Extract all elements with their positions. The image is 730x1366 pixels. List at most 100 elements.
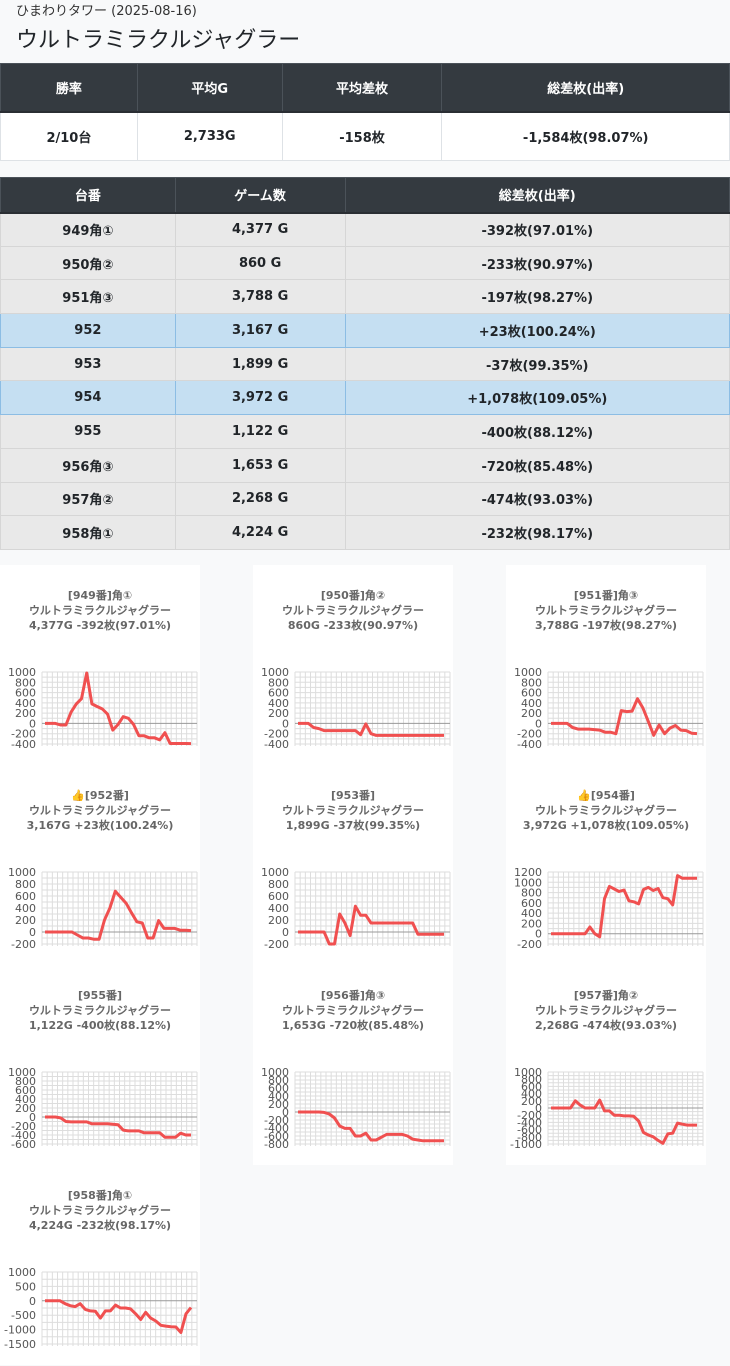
y-tick-label: 600	[15, 890, 36, 903]
chart-title-line: ウルトラミラクルジャグラー	[506, 1003, 706, 1018]
chart-card: [958番]角① ウルトラミラクルジャグラー 4,224G -232枚(98.17%…	[0, 1165, 200, 1365]
y-tick-label: 1000	[8, 1266, 36, 1279]
table-row[interactable]: 958角① 4,224 G -232枚(98.17%)	[0, 515, 730, 550]
chart-title-line: 3,972G +1,078枚(109.05%)	[506, 818, 706, 833]
cell-diff: -720枚(85.48%)	[344, 447, 730, 483]
table-row[interactable]: 954 3,972 G +1,078枚(109.05%)	[0, 380, 730, 416]
y-tick-label: -800	[264, 1138, 289, 1151]
y-tick-label: 0	[282, 717, 289, 730]
summary-total-diff: -1,584枚(98.07%)	[441, 111, 730, 161]
chart-title-text: ウルトラミラクルジャグラー	[534, 804, 678, 817]
cell-games: 1,122 G	[174, 414, 346, 449]
chart-card: [955番] ウルトラミラクルジャグラー 1,122G -400枚(88.12%) 1…	[0, 965, 200, 1165]
cell-no: 956角③	[0, 447, 176, 483]
summary-header-avg-diff: 平均差枚	[281, 63, 443, 113]
table-row[interactable]: 957角② 2,268 G -474枚(93.03%)	[0, 481, 730, 517]
y-tick-label: -600	[11, 1138, 36, 1151]
y-tick-label: -1500	[4, 1338, 36, 1351]
chart-title-line: 👍[954番]	[506, 788, 706, 803]
chart-title: [955番] ウルトラミラクルジャグラー 1,122G -400枚(88.12%)	[0, 988, 200, 1033]
chart-title-line: [956番]角③	[253, 988, 453, 1003]
chart-title-text: ウルトラミラクルジャグラー	[534, 604, 678, 617]
chart-title-line: 1,122G -400枚(88.12%)	[0, 1018, 200, 1033]
y-tick-label: 1000	[514, 666, 542, 679]
table-row[interactable]: 955 1,122 G -400枚(88.12%)	[0, 414, 730, 449]
cell-no: 954	[0, 380, 176, 416]
y-tick-label: 0	[535, 1102, 542, 1115]
y-tick-label: 600	[521, 1080, 542, 1093]
y-tick-label: 200	[15, 914, 36, 927]
series-line	[298, 904, 444, 946]
chart-title-line: [958番]角①	[0, 1188, 200, 1203]
table-row[interactable]: 950角② 860 G -233枚(90.97%)	[0, 245, 730, 281]
y-tick-label: 200	[15, 1102, 36, 1115]
y-tick-label: -400	[264, 1122, 289, 1135]
y-tick-label: 800	[15, 878, 36, 891]
series-line	[551, 874, 697, 939]
chart-title-text: 3,972G +1,078枚(109.05%)	[522, 819, 690, 832]
cell-diff: -233枚(90.97%)	[344, 245, 730, 281]
cell-diff: -37枚(99.35%)	[344, 346, 730, 382]
chart-title-text: 1,122G -400枚(88.12%)	[28, 1019, 172, 1032]
store-date-label: ひまわりタワー (2025-08-16)	[16, 4, 197, 19]
y-tick-label: 200	[268, 914, 289, 927]
y-tick-label: 800	[268, 676, 289, 689]
chart-title-text: 4,224G -232枚(98.17%)	[28, 1219, 172, 1232]
chart-title: 👍[954番] ウルトラミラクルジャグラー 3,972G +1,078枚(109.0…	[506, 788, 706, 833]
y-tick-label: 400	[15, 902, 36, 915]
detail-header-games: ゲーム数	[174, 177, 346, 214]
y-tick-label: 400	[268, 697, 289, 710]
y-tick-label: 200	[521, 707, 542, 720]
table-row[interactable]: 951角③ 3,788 G -197枚(98.27%)	[0, 279, 730, 315]
y-tick-label: -200	[517, 1109, 542, 1122]
chart-card: [956番]角③ ウルトラミラクルジャグラー 1,653G -720枚(85.48%…	[253, 965, 453, 1165]
cell-games: 2,268 G	[174, 481, 346, 517]
y-tick-label: 400	[521, 907, 542, 920]
chart-title-line: ウルトラミラクルジャグラー	[0, 803, 200, 818]
chart-card: [951番]角③ ウルトラミラクルジャグラー 3,788G -197枚(98.27%…	[506, 565, 706, 765]
chart-title: 👍[952番] ウルトラミラクルジャグラー 3,167G +23枚(100.24%)	[0, 788, 200, 833]
table-row[interactable]: 956角③ 1,653 G -720枚(85.48%)	[0, 447, 730, 483]
chart-title-text: ウルトラミラクルジャグラー	[28, 804, 172, 817]
y-tick-label: 800	[268, 1074, 289, 1087]
chart-title-text: ウルトラミラクルジャグラー	[28, 1004, 172, 1017]
y-tick-label: 1000	[261, 1066, 289, 1079]
chart-title: [951番]角③ ウルトラミラクルジャグラー 3,788G -197枚(98.27%…	[506, 588, 706, 633]
chart-title-text: ウルトラミラクルジャグラー	[281, 804, 425, 817]
page-title: ウルトラミラクルジャグラー	[16, 28, 301, 53]
chart-title-line: [950番]角②	[253, 588, 453, 603]
table-row[interactable]: 949角① 4,377 G -392枚(97.01%)	[0, 212, 730, 247]
chart-title-line: 4,224G -232枚(98.17%)	[0, 1218, 200, 1233]
chart-title-line: [949番]角①	[0, 588, 200, 603]
detail-header-machine-no: 台番	[0, 177, 176, 214]
summary-header-win-rate: 勝率	[0, 63, 138, 113]
summary-header-avg-games: 平均G	[136, 63, 283, 113]
table-row[interactable]: 953 1,899 G -37枚(99.35%)	[0, 346, 730, 382]
y-tick-label: -400	[517, 738, 542, 751]
cell-no: 952	[0, 313, 176, 348]
y-tick-label: 800	[521, 676, 542, 689]
cell-no: 953	[0, 346, 176, 382]
chart-title-text: [950番]角②	[320, 589, 386, 602]
y-tick-label: 600	[268, 890, 289, 903]
cell-games: 860 G	[174, 245, 346, 281]
table-row[interactable]: 952 3,167 G +23枚(100.24%)	[0, 313, 730, 348]
chart-title-line: ウルトラミラクルジャグラー	[253, 603, 453, 618]
chart-title-line: ウルトラミラクルジャグラー	[0, 1003, 200, 1018]
cell-no: 958角①	[0, 515, 176, 550]
y-tick-label: 400	[521, 1088, 542, 1101]
chart-title-text: ウルトラミラクルジャグラー	[28, 1204, 172, 1217]
machine-table: 台番 ゲーム数 総差枚(出率) 949角① 4,377 G -392枚(97.01%…	[0, 177, 730, 550]
chart-title-text: 3,788G -197枚(98.27%)	[534, 619, 678, 632]
cell-games: 3,167 G	[174, 313, 346, 348]
cell-no: 951角③	[0, 279, 176, 315]
chart-title-line: ウルトラミラクルジャグラー	[506, 603, 706, 618]
y-tick-label: -200	[11, 1120, 36, 1133]
chart-title: [949番]角① ウルトラミラクルジャグラー 4,377G -392枚(97.01%…	[0, 588, 200, 633]
cell-no: 955	[0, 414, 176, 449]
y-tick-label: 800	[521, 1073, 542, 1086]
chart-card: 👍[954番] ウルトラミラクルジャグラー 3,972G +1,078枚(109.0…	[506, 765, 706, 965]
